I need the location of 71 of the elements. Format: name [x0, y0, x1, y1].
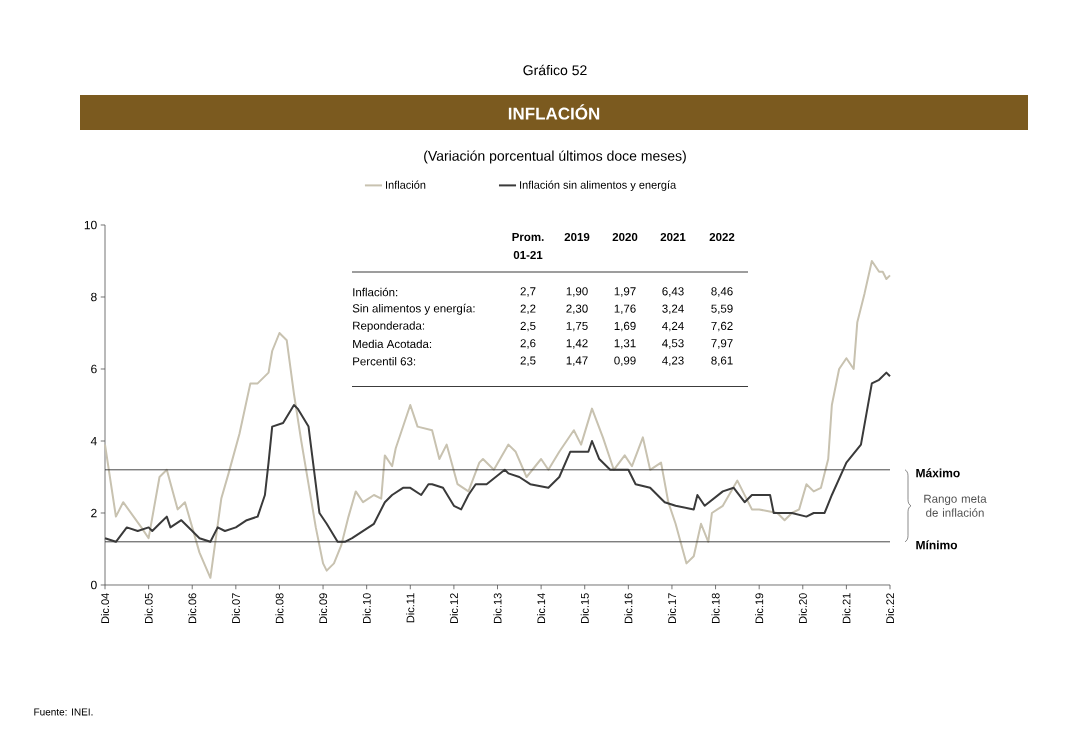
- y-tick-label: 10: [84, 220, 97, 230]
- annotation: 1,47: [566, 356, 588, 366]
- x-tick-label: Dic.04: [100, 593, 110, 624]
- x-tick-label: Dic.19: [755, 593, 764, 624]
- annotation: 4,23: [662, 356, 684, 366]
- x-tick-label: Dic.12: [449, 593, 458, 624]
- annotation: 1,31: [614, 339, 636, 349]
- annotation: 1,69: [614, 321, 636, 332]
- y-tick-label: 0: [91, 580, 97, 590]
- annotation: 1,42: [566, 339, 588, 349]
- annotation: 2020: [612, 232, 638, 242]
- x-tick-label: Dic.10: [362, 593, 371, 624]
- annotation: 0,99: [614, 356, 636, 366]
- annotation: Reponderada:: [353, 321, 425, 332]
- annotation: 1,76: [614, 304, 636, 315]
- annotation: 8,61: [711, 356, 733, 366]
- annotation: 4,53: [662, 339, 684, 349]
- annotation: 2,7: [520, 287, 536, 297]
- chart-subtitle: (Variación porcentual últimos doce meses): [424, 150, 686, 164]
- annotation: Media Acotada:: [353, 339, 432, 349]
- annotation: Prom.: [512, 232, 544, 242]
- ref-line-label: Máximo: [916, 468, 960, 478]
- x-tick-label: Dic.11: [406, 593, 415, 623]
- annotation: 2,5: [520, 356, 536, 366]
- annotation: 7,62: [711, 321, 733, 332]
- x-tick-label: Dic.08: [275, 593, 284, 624]
- x-tick-label: Dic.22: [885, 593, 895, 624]
- annotation: 01-21: [513, 250, 543, 260]
- annotation: 2022: [709, 232, 735, 242]
- ref-line-label: Mínimo: [916, 540, 958, 550]
- x-tick-label: Dic.16: [624, 593, 633, 624]
- annotation: 4,24: [662, 321, 684, 332]
- annotation: 2,5: [520, 321, 536, 332]
- annotation: 2021: [660, 232, 686, 242]
- y-tick-label: 6: [91, 364, 97, 374]
- x-tick-label: Dic.09: [319, 593, 328, 624]
- annotation: 2,2: [520, 304, 536, 315]
- line-series: [104, 260, 892, 579]
- x-tick-label: Dic.07: [231, 593, 240, 624]
- x-tick-label: Dic.20: [798, 593, 807, 624]
- annotation: 2019: [564, 232, 590, 242]
- annotation: 2,30: [566, 304, 588, 315]
- annotation: 3,24: [662, 304, 684, 315]
- annotation: 1,97: [614, 287, 636, 297]
- y-tick-label: 2: [91, 508, 97, 518]
- y-tick-label: 8: [91, 292, 97, 302]
- x-tick-label: Dic.05: [144, 593, 153, 624]
- source-note: Fuente: INEI.: [34, 708, 93, 716]
- annotation: 5,59: [711, 304, 733, 315]
- annotation: Inflación:: [353, 287, 398, 297]
- text: Gráfico 52: [523, 64, 587, 76]
- x-tick-label: Dic.21: [842, 593, 851, 624]
- annotation: 2,6: [520, 339, 536, 349]
- x-tick-label: Dic.06: [188, 593, 197, 624]
- legend-label: Inflación: [386, 180, 426, 189]
- y-tick-label: 4: [90, 436, 97, 446]
- annotation: 1,90: [566, 287, 588, 297]
- chart-title: INFLACIÓN: [508, 104, 600, 120]
- annotation: 6,43: [662, 287, 684, 297]
- x-tick-label: Dic.14: [537, 593, 546, 624]
- legend-label: Inflación sin alimentos y energía: [520, 180, 677, 191]
- text: Rango meta de inflación: [924, 494, 987, 517]
- annotation: 1,75: [566, 321, 588, 332]
- annotation: Sin alimentos y energía:: [352, 303, 475, 315]
- x-tick-label: Dic.18: [711, 593, 720, 624]
- annotation: 7,97: [711, 339, 733, 349]
- x-tick-label: Dic.17: [667, 593, 676, 624]
- annotation: Percentil 63:: [353, 356, 416, 366]
- x-tick-label: Dic.13: [493, 593, 502, 624]
- x-tick-label: Dic.15: [580, 593, 589, 624]
- annotation: 8,46: [711, 287, 733, 297]
